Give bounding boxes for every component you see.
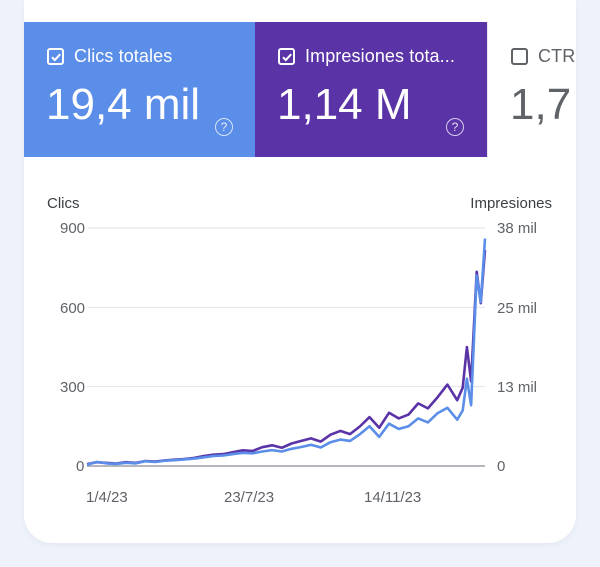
- check-icon: [50, 53, 61, 61]
- x-tick: 1/4/23: [86, 489, 128, 506]
- performance-card: Clics totales 19,4 mil ? Impresiones tot…: [24, 0, 576, 543]
- tile-header: CTR: [511, 46, 575, 67]
- checkbox-impressions[interactable]: [278, 48, 295, 65]
- tile-total-impressions[interactable]: Impresiones tota... 1,14 M ?: [255, 22, 487, 157]
- left-tick: 900: [60, 220, 86, 237]
- check-icon: [281, 53, 292, 61]
- checkbox-ctr[interactable]: [511, 48, 528, 65]
- tile-label: Impresiones tota...: [305, 46, 455, 66]
- right-tick: 13 mil: [497, 379, 538, 396]
- tile-value: 19,4 mil: [46, 80, 201, 129]
- right-tick: 0: [497, 458, 506, 475]
- checkbox-clicks[interactable]: [47, 48, 64, 65]
- tile-label: Clics totales: [74, 46, 173, 66]
- metric-tiles: Clics totales 19,4 mil ? Impresiones tot…: [24, 22, 576, 157]
- tile-value: 1,7: [510, 80, 572, 129]
- left-tick: 0: [76, 458, 85, 475]
- series-line-clics: [86, 238, 487, 466]
- tile-total-clicks[interactable]: Clics totales 19,4 mil ?: [24, 22, 255, 157]
- tile-header: Clics totales: [47, 46, 172, 67]
- help-icon[interactable]: ?: [446, 118, 464, 136]
- right-axis-label: Impresiones: [470, 195, 552, 212]
- left-axis-label: Clics: [47, 195, 80, 212]
- x-tick: 14/11/23: [364, 489, 422, 506]
- gridlines: [87, 227, 485, 467]
- x-tick: 23/7/23: [224, 489, 275, 506]
- help-icon[interactable]: ?: [215, 118, 233, 136]
- series-line-impresiones: [86, 249, 487, 466]
- left-tick: 600: [60, 300, 86, 317]
- tile-ctr[interactable]: CTR 1,7: [487, 22, 576, 157]
- tile-value: 1,14 M: [277, 80, 412, 129]
- right-tick: 25 mil: [497, 300, 538, 317]
- series-lines: [86, 238, 487, 466]
- line-chart: [86, 227, 487, 467]
- tile-label: CTR: [538, 46, 576, 66]
- right-tick: 38 mil: [497, 220, 538, 237]
- left-tick: 300: [60, 379, 86, 396]
- tile-header: Impresiones tota...: [278, 46, 455, 67]
